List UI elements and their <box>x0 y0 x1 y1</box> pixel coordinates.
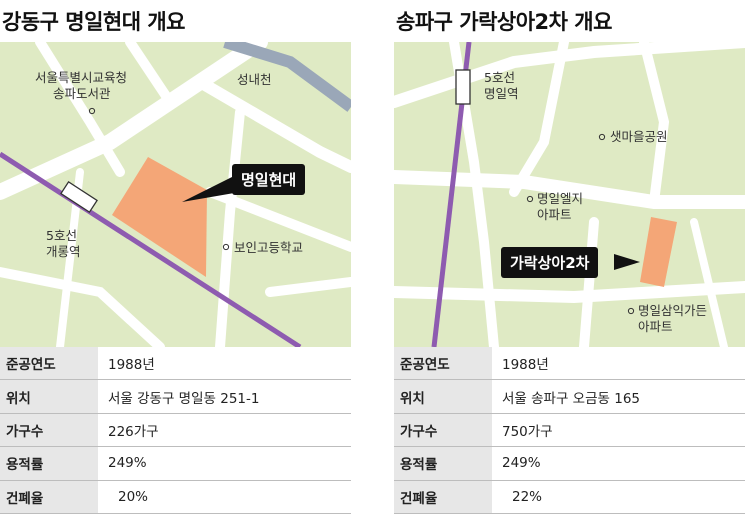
right-info-table: 준공연도 1988년 위치 서울 송파구 오금동 165 가구수 750가구 용적률 2… <box>394 347 745 514</box>
right-road-7 <box>394 281 745 304</box>
left-road-2 <box>35 42 125 177</box>
info-row: 준공연도 1988년 <box>394 347 745 381</box>
left-panel: 강동구 명일현대 개요 <box>0 0 351 514</box>
left-stream-label: 성내천 <box>237 72 272 87</box>
left-map-graphic <box>0 42 351 347</box>
left-road-4 <box>194 76 351 173</box>
left-road-8 <box>265 277 351 297</box>
left-info-table: 준공연도 1988년 위치 서울 강동구 명일동 251-1 가구수 226가구 용적… <box>0 347 351 514</box>
left-road-1 <box>0 42 268 200</box>
info-value: 서울 송파구 오금동 165 <box>502 390 641 407</box>
right-apt1-label-line1: 명일엘지 <box>537 191 584 206</box>
right-road-1 <box>394 42 745 108</box>
right-apt1-dot <box>526 195 534 203</box>
info-key: 준공연도 <box>0 347 98 380</box>
right-station-icon <box>455 69 471 105</box>
right-apt2-label: 명일삼익가든 아파트 <box>638 303 707 335</box>
right-station-label: 5호선 명일역 <box>484 70 519 102</box>
right-map-graphic <box>394 42 745 347</box>
left-station-label: 5호선 개롱역 <box>46 228 81 260</box>
info-key: 가구수 <box>0 413 98 447</box>
right-panel-title: 송파구 가락상아2차 개요 <box>396 10 612 34</box>
left-library-label-line2: 송파도서관 <box>53 86 111 101</box>
left-station-icon <box>60 180 98 214</box>
right-apt1-label: 명일엘지 아파트 <box>537 191 583 223</box>
info-key: 건폐율 <box>394 480 492 513</box>
right-site-parcel <box>640 217 677 287</box>
info-key: 가구수 <box>394 413 492 447</box>
info-key: 위치 <box>394 380 492 413</box>
right-station-label-line2: 명일역 <box>484 86 519 101</box>
left-callout: 명일현대 <box>232 164 306 195</box>
left-road-3 <box>125 42 175 107</box>
right-apt2-label-line2: 아파트 <box>638 319 673 334</box>
info-key: 준공연도 <box>394 347 492 380</box>
info-row: 건폐율 22% <box>394 480 745 514</box>
left-road-7 <box>0 267 165 347</box>
right-park-label: 샛마을공원 <box>610 129 668 144</box>
info-row: 건폐율 20% <box>0 480 351 514</box>
left-library-label-line1: 서울특별시교육청 <box>35 70 128 85</box>
info-value: 1988년 <box>502 357 549 374</box>
left-library-label: 서울특별시교육청 송파도서관 <box>35 70 127 102</box>
right-callout-pointer <box>614 254 640 270</box>
right-panel: 송파구 가락상아2차 개요 5호선 명일역 샛마을공 <box>394 0 745 514</box>
left-map: 서울특별시교육청 송파도서관 성내천 명일현대 5호선 개롱역 보인고등학교 <box>0 42 351 347</box>
left-panel-title: 강동구 명일현대 개요 <box>2 10 186 34</box>
info-value: 22% <box>512 488 543 505</box>
right-callout: 가락상아2차 <box>501 247 599 278</box>
right-park-dot <box>598 133 606 141</box>
info-row: 용적률 249% <box>394 447 745 481</box>
info-value: 20% <box>118 488 149 505</box>
right-road-8 <box>690 218 728 347</box>
info-value: 249% <box>108 455 147 472</box>
info-key: 용적률 <box>0 447 98 480</box>
left-school-label: 보인고등학교 <box>234 240 304 255</box>
right-road-5 <box>394 170 745 209</box>
left-station-label-line1: 5호선 <box>46 228 77 243</box>
left-subway-line <box>0 151 302 347</box>
right-road-6 <box>579 217 599 347</box>
info-value: 226가구 <box>108 423 159 440</box>
info-key: 위치 <box>0 380 98 413</box>
right-apt2-label-line1: 명일삼익가든 <box>638 303 708 318</box>
right-road-4 <box>639 42 670 207</box>
info-row: 용적률 249% <box>0 447 351 481</box>
info-value: 249% <box>502 455 541 472</box>
left-station-label-line2: 개롱역 <box>46 244 81 259</box>
right-station-label-line1: 5호선 <box>484 70 515 85</box>
right-apt1-label-line2: 아파트 <box>537 207 572 222</box>
info-value: 750가구 <box>502 423 553 440</box>
left-site-parcel <box>112 157 207 277</box>
left-callout-pointer <box>182 177 240 202</box>
info-row: 위치 서울 강동구 명일동 251-1 <box>0 380 351 414</box>
right-apt2-dot <box>627 307 635 315</box>
info-row: 가구수 750가구 <box>394 413 745 448</box>
info-value: 서울 강동구 명일동 251-1 <box>108 390 260 407</box>
right-map: 5호선 명일역 샛마을공원 명일엘지 아파트 가락상아2차 명일삼익가든 아파트 <box>394 42 745 347</box>
info-value: 1988년 <box>108 357 155 374</box>
info-row: 준공연도 1988년 <box>0 347 351 381</box>
left-river <box>223 42 351 112</box>
info-key: 건폐율 <box>0 480 98 513</box>
left-library-dot <box>88 107 96 115</box>
info-key: 용적률 <box>394 447 492 480</box>
left-road-6 <box>215 107 245 347</box>
info-row: 가구수 226가구 <box>0 413 351 448</box>
info-row: 위치 서울 송파구 오금동 165 <box>394 380 745 414</box>
left-school-dot <box>222 243 230 251</box>
